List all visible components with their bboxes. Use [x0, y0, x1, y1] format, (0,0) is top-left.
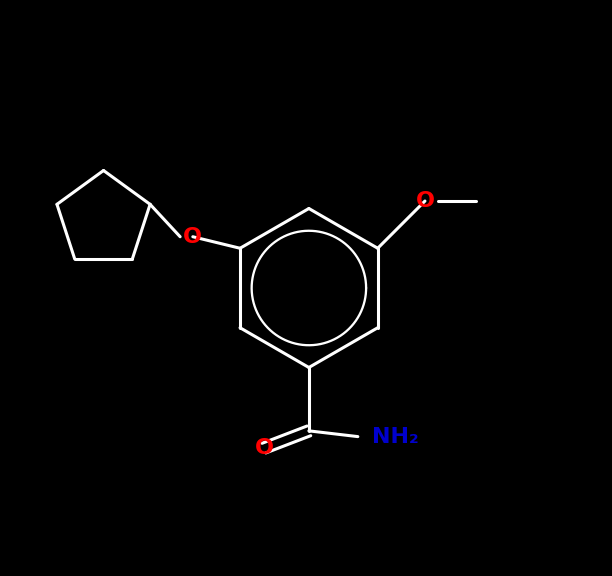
Text: O: O [184, 227, 203, 247]
Text: O: O [416, 191, 435, 211]
Text: O: O [255, 438, 274, 458]
Text: NH₂: NH₂ [372, 427, 419, 446]
